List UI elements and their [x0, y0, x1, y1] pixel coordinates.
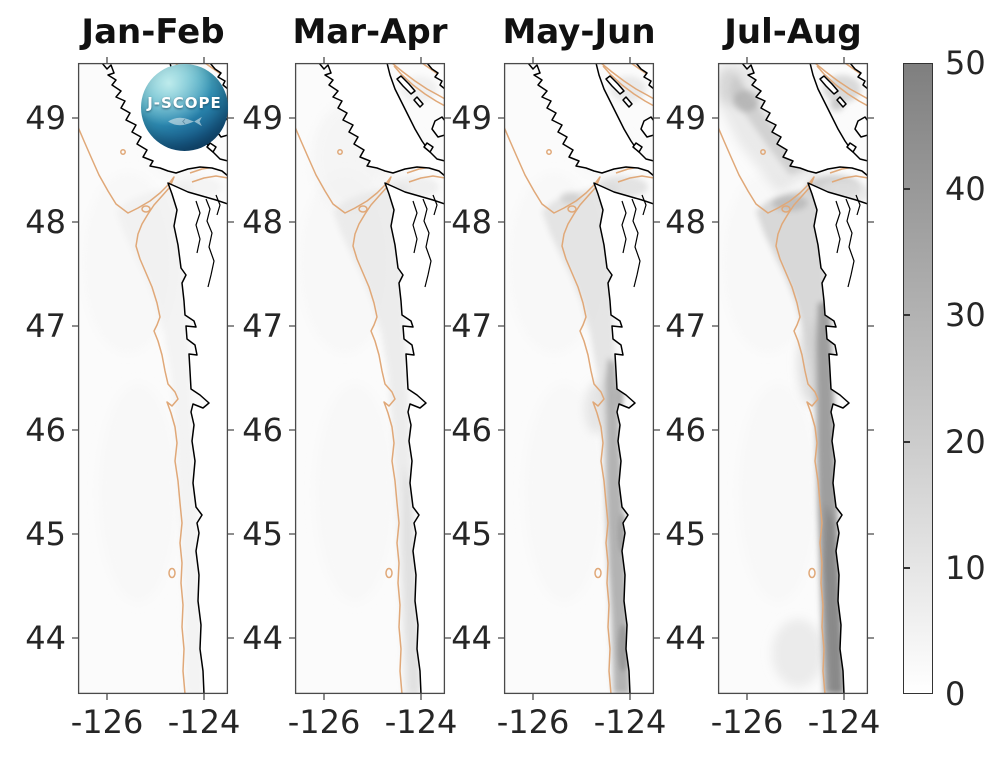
y-tick-label: 47	[242, 307, 283, 345]
panel-title-jul-aug: Jul-Aug	[724, 12, 862, 52]
map-panel-may-jun	[497, 56, 661, 701]
panel-title-jan-feb: Jan-Feb	[81, 12, 225, 52]
y-tick-label: 48	[25, 203, 66, 241]
y-tick-label: 47	[665, 307, 706, 345]
x-tick-label: -126	[496, 703, 570, 741]
x-tick-label: -124	[807, 703, 881, 741]
y-tick-label: 44	[242, 619, 283, 657]
x-tick-label: -124	[167, 703, 241, 741]
y-tick-label: 48	[451, 203, 492, 241]
y-tick-label: 46	[25, 411, 66, 449]
y-tick-label: 46	[242, 411, 283, 449]
y-tick-label: 46	[665, 411, 706, 449]
colorbar-tick-label: 10	[945, 548, 986, 587]
colorbar-tick-label: 20	[945, 422, 986, 461]
y-tick-label: 45	[25, 515, 66, 553]
colorbar-tick-label: 40	[945, 170, 986, 209]
colorbar-tick-mark	[903, 566, 910, 569]
y-tick-label: 47	[25, 307, 66, 345]
x-tick-label: -124	[384, 703, 458, 741]
x-tick-label: -126	[287, 703, 361, 741]
y-tick-label: 49	[665, 99, 706, 137]
x-tick-label: -126	[70, 703, 144, 741]
fish-icon	[167, 116, 202, 126]
map-panel-jan-feb	[71, 56, 235, 701]
y-tick-label: 45	[665, 515, 706, 553]
colorbar-tick-mark	[903, 314, 910, 317]
x-tick-label: -124	[593, 703, 667, 741]
x-tick-label: -126	[710, 703, 784, 741]
colorbar-tick-label: 0	[945, 675, 966, 713]
map-panel-jul-aug	[711, 56, 875, 701]
jscope-logo: J-SCOPE	[141, 64, 228, 151]
y-tick-label: 49	[242, 99, 283, 137]
jscope-logo-text: J-SCOPE	[147, 93, 222, 112]
y-tick-label: 46	[451, 411, 492, 449]
y-tick-label: 47	[451, 307, 492, 345]
panel-title-mar-apr: Mar-Apr	[292, 12, 448, 52]
colorbar-tick-mark	[903, 188, 910, 191]
y-tick-label: 45	[242, 515, 283, 553]
y-tick-label: 44	[665, 619, 706, 657]
colorbar-tick-label: 30	[945, 296, 986, 335]
y-tick-label: 49	[25, 99, 66, 137]
y-tick-label: 44	[25, 619, 66, 657]
colorbar	[903, 63, 933, 694]
map-panel-mar-apr	[288, 56, 452, 701]
colorbar-tick-label: 50	[945, 44, 986, 82]
panel-title-may-jun: May-Jun	[502, 12, 656, 52]
y-tick-label: 48	[665, 203, 706, 241]
y-tick-label: 49	[451, 99, 492, 137]
y-tick-label: 45	[451, 515, 492, 553]
colorbar-tick-mark	[903, 440, 910, 443]
y-tick-label: 44	[451, 619, 492, 657]
y-tick-label: 48	[242, 203, 283, 241]
